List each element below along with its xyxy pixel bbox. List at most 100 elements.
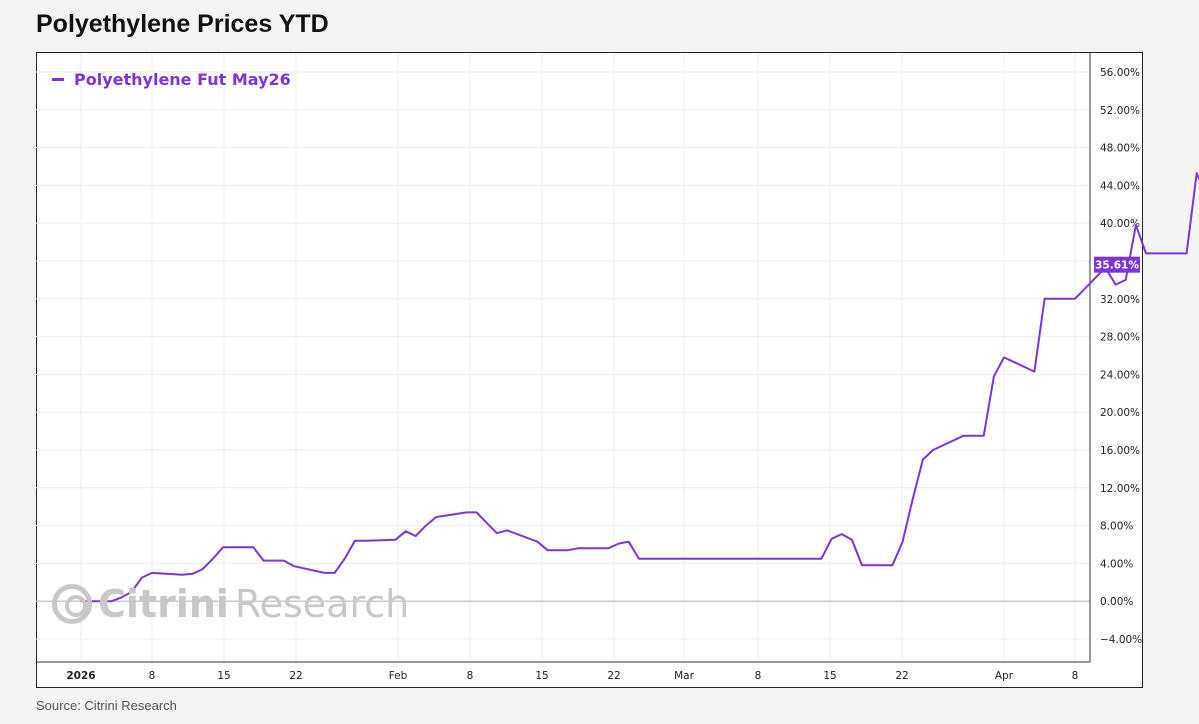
data-point <box>496 532 498 534</box>
data-point <box>770 558 772 560</box>
x-tick-label: 15 <box>535 670 548 682</box>
page-title: Polyethylene Prices YTD <box>36 10 329 38</box>
y-tick-label: 16.00% <box>1100 445 1140 457</box>
data-point <box>506 529 508 531</box>
y-tick-label: 4.00% <box>1100 558 1133 570</box>
data-point <box>202 568 204 570</box>
x-tick-label: Feb <box>389 670 408 682</box>
x-tick-label: 2026 <box>66 670 95 682</box>
data-point <box>993 375 995 377</box>
data-point <box>141 577 143 579</box>
x-tick-label: Apr <box>995 670 1014 682</box>
data-point <box>932 449 934 451</box>
data-point <box>252 546 254 548</box>
data-point <box>861 564 863 566</box>
last-value-label: 35.61% <box>1095 260 1139 272</box>
y-tick-label: 24.00% <box>1100 369 1140 381</box>
data-point <box>1044 298 1046 300</box>
data-point <box>435 516 437 518</box>
data-point <box>577 547 579 549</box>
y-tick-label: 52.00% <box>1100 105 1140 117</box>
x-tick-label: 15 <box>217 670 230 682</box>
y-tick-label: 32.00% <box>1100 294 1140 306</box>
data-point <box>557 549 559 551</box>
data-point <box>638 558 640 560</box>
data-point <box>1064 298 1066 300</box>
data-point <box>749 558 751 560</box>
legend-swatch <box>52 78 64 81</box>
data-point <box>192 573 194 575</box>
axis-labels: 56.00%52.00%48.00%44.00%40.00%36.00%32.0… <box>36 53 1142 682</box>
data-point <box>110 600 112 602</box>
data-point <box>465 511 467 513</box>
y-tick-label: 44.00% <box>1100 180 1140 192</box>
data-point <box>820 558 822 560</box>
x-tick-label: Mar <box>674 670 694 682</box>
data-point <box>841 533 843 535</box>
x-tick-label: 15 <box>823 670 836 682</box>
data-point <box>1186 252 1188 254</box>
data-point <box>476 511 478 513</box>
x-tick-label: 8 <box>467 670 474 682</box>
data-point <box>760 558 762 560</box>
data-point <box>607 547 609 549</box>
series-line-polyethylene <box>81 172 1199 603</box>
data-point <box>851 539 853 541</box>
data-point <box>962 435 964 437</box>
data-point <box>131 591 133 593</box>
data-point <box>354 540 356 542</box>
data-point <box>394 539 396 541</box>
data-point <box>212 558 214 560</box>
data-point <box>364 540 366 542</box>
x-tick-label: 22 <box>607 670 620 682</box>
x-tick-label: 22 <box>895 670 908 682</box>
data-point <box>618 543 620 545</box>
data-point <box>567 549 569 551</box>
legend: Polyethylene Fut May26 <box>52 70 291 89</box>
y-tick-label: 0.00% <box>1100 596 1133 608</box>
x-tick-label: 8 <box>149 670 156 682</box>
data-point <box>273 560 275 562</box>
data-point <box>709 558 711 560</box>
data-point <box>902 541 904 543</box>
data-point <box>263 560 265 562</box>
data-point <box>973 435 975 437</box>
legend-label: Polyethylene Fut May26 <box>74 70 291 89</box>
data-point <box>1033 371 1035 373</box>
data-point <box>334 572 336 574</box>
data-point <box>486 522 488 524</box>
watermark-citrini: Citrini <box>98 582 229 626</box>
data-point <box>1175 252 1177 254</box>
data-point <box>780 558 782 560</box>
data-point <box>323 572 325 574</box>
data-point <box>831 538 833 540</box>
data-point <box>536 541 538 543</box>
data-point <box>1135 224 1137 226</box>
data-point <box>222 546 224 548</box>
citrini-watermark: Citrini Research <box>52 582 409 626</box>
data-point <box>628 541 630 543</box>
y-tick-label: 8.00% <box>1100 521 1133 533</box>
y-tick-label: 40.00% <box>1100 218 1140 230</box>
series-layer: 35.61% <box>80 172 1199 603</box>
data-point <box>678 558 680 560</box>
data-point <box>1115 284 1117 286</box>
data-point <box>293 565 295 567</box>
data-point <box>983 435 985 437</box>
chart-frame <box>36 52 1143 688</box>
citrini-logo-icon <box>52 584 92 624</box>
y-tick-label: 56.00% <box>1100 67 1140 79</box>
data-point <box>425 525 427 527</box>
data-point <box>719 558 721 560</box>
last-value-badge <box>1094 256 1140 273</box>
y-tick-label: 12.00% <box>1100 483 1140 495</box>
data-point <box>1196 172 1198 174</box>
grid-lines <box>36 53 1090 662</box>
data-point <box>1054 298 1056 300</box>
data-point <box>1074 298 1076 300</box>
y-tick-label: −4.00% <box>1100 634 1142 646</box>
data-point <box>922 458 924 460</box>
source-note: Source: Citrini Research <box>36 698 177 713</box>
data-point <box>283 560 285 562</box>
